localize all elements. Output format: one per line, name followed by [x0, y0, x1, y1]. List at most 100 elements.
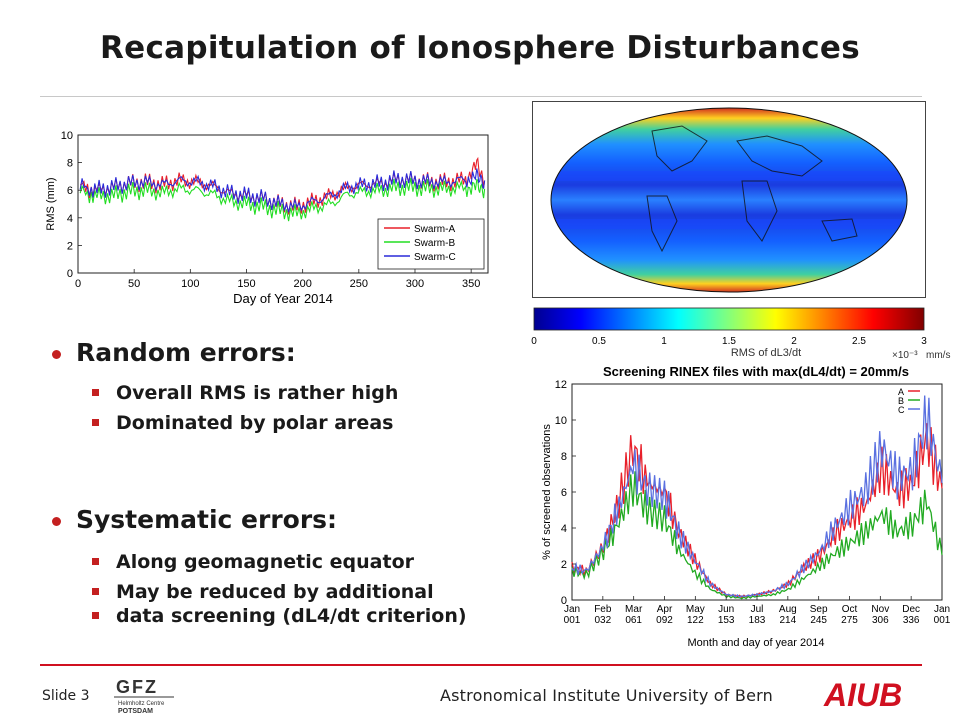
x-tick-month: Jan	[564, 604, 580, 615]
x-tick-doy: 336	[903, 615, 920, 626]
x-tick-doy: 061	[625, 615, 642, 626]
x-tick-month: Feb	[594, 604, 612, 615]
legend-label-a: A	[898, 387, 904, 397]
x-tick-doy: 092	[656, 615, 673, 626]
colorbar-tick-label: 3	[921, 336, 927, 347]
y-tick-label: 4	[67, 213, 73, 225]
y-tick-label: 10	[61, 130, 73, 142]
y-tick-label: 4	[561, 523, 567, 535]
bullet-item: Overall RMS is rather high	[50, 381, 550, 405]
colorbar-tick-label: 0.5	[592, 336, 606, 347]
colorbar-unit: mm/s	[926, 350, 950, 361]
rinex-screening-chart: Screening RINEX files with max(dL4/dt) =…	[541, 364, 951, 649]
x-tick-month: Dec	[902, 604, 920, 615]
y-tick-label: 6	[561, 487, 567, 499]
bullet-heading-random: Random errors:	[50, 338, 550, 367]
colorbar-tick-label: 0	[531, 336, 537, 347]
x-tick-month: Apr	[657, 604, 673, 615]
x-tick-label: 150	[237, 278, 255, 290]
colorbar: 0 0.5 1 1.5 2 2.5 3 RMS of dL3/dt ×10⁻³ mm/s	[531, 307, 950, 361]
aiub-logo: AIUB	[823, 677, 902, 712]
institute-name: Astronomical Institute University of Ber…	[440, 686, 773, 705]
slide-number: Slide 3	[42, 688, 90, 704]
x-tick-doy: 032	[594, 615, 611, 626]
x-tick-doy: 306	[872, 615, 889, 626]
colorbar-tick-label: 1	[661, 336, 667, 347]
series-swarm-b	[79, 177, 486, 222]
x-axis-label: Month and day of year 2014	[688, 637, 825, 649]
x-tick-label: 250	[350, 278, 368, 290]
y-axis-label: % of screened observations	[541, 424, 553, 560]
bullet-block-random: Random errors: Overall RMS is rather hig…	[50, 338, 550, 435]
y-tick-label: 12	[555, 379, 567, 391]
x-tick-label: 100	[181, 278, 199, 290]
y-tick-label: 8	[561, 451, 567, 463]
x-tick-doy: 275	[841, 615, 858, 626]
coastlines	[646, 125, 858, 253]
x-tick-doy: 153	[718, 615, 735, 626]
y-tick-label: 6	[67, 185, 73, 197]
legend: Swarm-A Swarm-B Swarm-C	[377, 218, 485, 270]
x-tick-doy: 214	[779, 615, 796, 626]
x-tick-label: 200	[293, 278, 311, 290]
legend: A B C	[898, 387, 920, 415]
bullet-block-systematic: Systematic errors: Along geomagnetic equ…	[50, 505, 550, 628]
x-tick-month: Aug	[779, 604, 797, 615]
x-tick-doy: 001	[564, 615, 581, 626]
colorbar-exponent: ×10⁻³	[892, 350, 918, 361]
x-tick-doy: 001	[934, 615, 951, 626]
x-tick-label: 50	[128, 278, 140, 290]
gfz-logo-text: GFZ	[116, 677, 158, 697]
legend-label-swarm-b: Swarm-B	[414, 238, 455, 249]
aiub-logo-text: AIUB	[823, 677, 902, 712]
x-tick-month: May	[686, 604, 705, 615]
y-tick-label: 0	[67, 268, 73, 280]
colorbar-label: RMS of dL3/dt	[731, 347, 801, 359]
legend-label-swarm-c: Swarm-C	[414, 252, 456, 263]
x-tick-doy: 245	[810, 615, 827, 626]
legend-label-swarm-a: Swarm-A	[414, 224, 455, 235]
gfz-logo-sub1: Helmholtz Centre	[118, 701, 165, 707]
y-axis-label: RMS (mm)	[45, 177, 57, 230]
x-tick-month: Oct	[842, 604, 858, 615]
x-tick-month: Jan	[934, 604, 950, 615]
x-tick-month: Nov	[871, 604, 889, 615]
plot-frame-2	[571, 383, 943, 601]
title-divider	[40, 96, 922, 97]
bullet-heading-systematic: Systematic errors:	[50, 505, 550, 534]
x-tick-label: 0	[75, 278, 81, 290]
x-tick-month: Sep	[810, 604, 828, 615]
x-tick-month: Mar	[625, 604, 643, 615]
series-c	[571, 395, 943, 598]
x-tick-month: Jul	[751, 604, 764, 615]
colorbar-gradient	[533, 307, 925, 331]
colorbar-tick-label: 1.5	[722, 336, 736, 347]
legend-label-b: B	[898, 396, 904, 406]
gfz-logo: GFZ Helmholtz Centre POTSDAM	[114, 677, 174, 715]
x-tick-label: 300	[406, 278, 424, 290]
chart-title: Screening RINEX files with max(dL4/dt) =…	[603, 364, 909, 379]
bullet-item: Along geomagnetic equator	[50, 550, 550, 574]
x-tick-doy: 122	[687, 615, 704, 626]
colorbar-tick-label: 2	[791, 336, 797, 347]
map-body	[551, 108, 907, 292]
gfz-logo-sub2: POTSDAM	[118, 708, 153, 715]
y-tick-label: 2	[67, 240, 73, 252]
x-axis-label: Day of Year 2014	[233, 291, 333, 306]
bullet-item: Dominated by polar areas	[50, 411, 550, 435]
legend-label-c: C	[898, 405, 905, 415]
colorbar-tick-label: 2.5	[852, 336, 866, 347]
bullet-item-continued: data screening (dL4/dt criterion)	[50, 604, 550, 628]
x-tick-doy: 183	[749, 615, 766, 626]
x-tick-label: 350	[462, 278, 480, 290]
bullet-item: May be reduced by additional	[50, 580, 550, 604]
y-tick-label: 8	[67, 158, 73, 170]
bullet-item-continuation: data screening (dL4/dt criterion)	[116, 605, 467, 627]
x-tick-month: Jun	[718, 604, 734, 615]
series-swarm-c	[79, 168, 486, 213]
y-tick-label: 10	[555, 415, 567, 427]
footer-divider	[40, 664, 922, 666]
map-outline	[550, 107, 908, 293]
rms-timeseries-chart: 0 2 4 6 8 10 0 50 100 150 200 250 300 350 Day of Yea…	[45, 130, 489, 306]
global-rms-map	[532, 101, 926, 298]
